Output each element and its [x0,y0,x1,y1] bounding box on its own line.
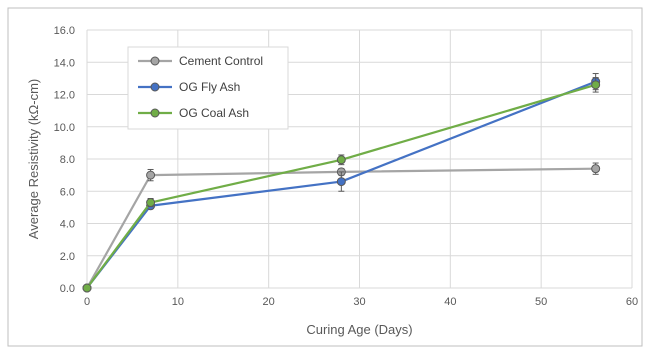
series-group [82,73,601,293]
y-tick-label: 0.0 [60,283,75,295]
y-tick-label: 4.0 [60,219,75,231]
x-tick-label: 60 [626,296,638,308]
x-tick-label: 0 [84,296,90,308]
legend-marker [150,108,160,118]
legend-label: Cement Control [179,54,263,68]
x-tick-label: 30 [353,296,365,308]
x-tick-label: 10 [172,296,184,308]
series-line [86,167,596,289]
chart-border [7,7,643,347]
gridlines [86,29,633,289]
x-tick-label: 50 [535,296,547,308]
x-tick-label: 40 [444,296,456,308]
legend: Cement Control OG Fly Ash OG Coal Ash [127,46,289,130]
legend-label: OG Coal Ash [179,106,249,120]
data-point [591,164,601,174]
legend-label: OG Fly Ash [179,80,240,94]
y-tick-label: 8.0 [60,154,75,166]
data-point [82,283,92,293]
data-point [591,80,601,90]
data-point [146,198,156,208]
tick-labels: 0.0 2.0 4.0 6.0 8.0 10.0 12.0 14.0 16.0 0 10 20 30 40… [54,25,639,308]
x-tick-label: 20 [263,296,275,308]
y-tick-label: 2.0 [60,251,75,263]
series-line [86,83,596,289]
y-tick-label: 12.0 [54,90,75,102]
y-tick-label: 16.0 [54,25,75,37]
data-point [336,155,346,165]
series-2 [82,77,601,293]
data-point [146,170,156,180]
y-tick-label: 14.0 [54,57,75,69]
legend-marker [150,56,160,66]
data-point [336,177,346,187]
x-axis-title: Curing Age (Days) [306,322,412,337]
legend-marker [150,82,160,92]
y-tick-label: 10.0 [54,122,75,134]
y-axis-title: Average Resistivity (kΩ-cm) [26,79,41,239]
y-tick-label: 6.0 [60,186,75,198]
